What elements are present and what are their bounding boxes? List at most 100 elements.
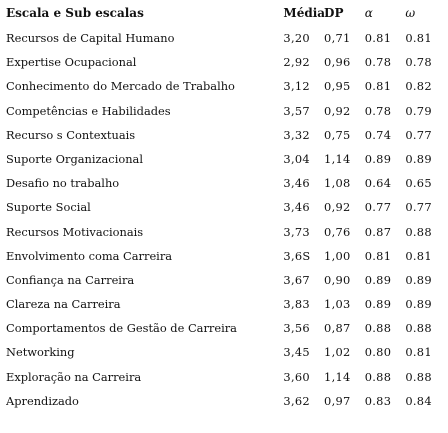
mean-cell: 3,57 xyxy=(283,103,310,118)
omega-cell: 0.89 xyxy=(405,272,432,287)
mean-cell: 3,62 xyxy=(283,393,310,408)
dp-cell: 0,90 xyxy=(324,272,351,287)
omega-cell: 0.89 xyxy=(405,297,432,312)
dp-cell: 1,08 xyxy=(324,176,351,191)
scale-name-cell: Competências e Habilidades xyxy=(6,103,171,118)
table-header-row: Escala e Sub escalas Média DP α ω xyxy=(6,6,446,30)
dp-cell: 0,87 xyxy=(324,321,351,336)
scale-name-cell: Confiança na Carreira xyxy=(6,272,135,287)
alpha-cell: 0.81 xyxy=(364,79,392,94)
alpha-cell: 0.77 xyxy=(364,200,392,215)
omega-cell: 0.89 xyxy=(405,151,432,166)
table-row: Networking 3,45 1,02 0.80 0.81 xyxy=(6,344,446,368)
alpha-cell: 0.81 xyxy=(364,31,392,45)
table-row: Recursos Motivacionais 3,73 0,76 0.87 0.88 xyxy=(6,224,446,248)
dp-cell: 0,75 xyxy=(324,127,351,142)
scale-name-cell: Aprendizado xyxy=(6,393,79,408)
omega-cell: 0.84 xyxy=(405,393,432,408)
mean-cell: 3,12 xyxy=(283,79,310,94)
mean-cell: 3,83 xyxy=(283,297,310,312)
mean-cell: 2,92 xyxy=(283,55,310,70)
alpha-cell: 0.87 xyxy=(364,224,392,239)
alpha-cell: 0.88 xyxy=(364,321,392,336)
omega-cell: 0.65 xyxy=(405,176,432,191)
table-row: Confiança na Carreira 3,67 0,90 0.89 0.89 xyxy=(6,272,446,296)
table-row: Suporte Social 3,46 0,92 0.77 0.77 xyxy=(6,199,446,223)
alpha-cell: 0.80 xyxy=(364,345,392,360)
dp-cell: 1,02 xyxy=(324,345,351,360)
dp-cell: 0,71 xyxy=(324,31,351,45)
table-row: Expertise Ocupacional 2,92 0,96 0.78 0.78 xyxy=(6,54,446,78)
results-table: Escala e Sub escalas Média DP α ω Recurs… xyxy=(6,6,446,417)
dp-cell: 1,00 xyxy=(324,248,351,263)
omega-cell: 0.78 xyxy=(405,55,432,70)
scale-name-cell: Suporte Organizacional xyxy=(6,151,143,166)
scale-name-cell: Clareza na Carreira xyxy=(6,297,121,312)
header-omega: ω xyxy=(405,6,416,20)
omega-cell: 0.88 xyxy=(405,224,432,239)
table-row: Conhecimento do Mercado de Trabalho 3,12 0… xyxy=(6,78,446,102)
alpha-cell: 0.81 xyxy=(364,248,392,263)
mean-cell: 3,6S xyxy=(283,248,311,263)
scale-name-cell: Networking xyxy=(6,345,75,360)
omega-cell: 0.81 xyxy=(405,248,432,263)
alpha-cell: 0.89 xyxy=(364,297,392,312)
table-row: Recurso s Contextuais 3,32 0,75 0.74 0.77 xyxy=(6,127,446,151)
table-row: Exploração na Carreira 3,60 1,14 0.88 0.88 xyxy=(6,369,446,393)
dp-cell: 0,97 xyxy=(324,393,351,408)
scale-name-cell: Envolvimento coma Carreira xyxy=(6,248,173,263)
alpha-cell: 0.78 xyxy=(364,55,392,70)
omega-cell: 0.79 xyxy=(405,103,432,118)
scale-name-cell: Expertise Ocupacional xyxy=(6,55,137,70)
mean-cell: 3,67 xyxy=(283,272,310,287)
mean-cell: 3,04 xyxy=(283,151,310,166)
dp-cell: 0,92 xyxy=(324,200,351,215)
omega-cell: 0.88 xyxy=(405,321,432,336)
omega-cell: 0.81 xyxy=(405,345,432,360)
omega-cell: 0.82 xyxy=(405,79,432,94)
dp-cell: 1,14 xyxy=(324,369,351,384)
omega-cell: 0.81 xyxy=(405,31,432,45)
table-row: Desafio no trabalho 3,46 1,08 0.64 0.65 xyxy=(6,175,446,199)
scale-name-cell: Recurso s Contextuais xyxy=(6,127,136,142)
scale-name-cell: Exploração na Carreira xyxy=(6,369,142,384)
table-row: Competências e Habilidades 3,57 0,92 0.78 0.… xyxy=(6,103,446,127)
mean-cell: 3,20 xyxy=(283,31,310,45)
header-alpha: α xyxy=(364,6,373,20)
alpha-cell: 0.78 xyxy=(364,103,392,118)
table-row: Suporte Organizacional 3,04 1,14 0.89 0.89 xyxy=(6,151,446,175)
mean-cell: 3,60 xyxy=(283,369,310,384)
omega-cell: 0.77 xyxy=(405,127,432,142)
dp-cell: 0,96 xyxy=(324,55,351,70)
table-row: Aprendizado 3,62 0,97 0.83 0.84 xyxy=(6,393,446,417)
alpha-cell: 0.83 xyxy=(364,393,392,408)
dp-cell: 0,95 xyxy=(324,79,351,94)
mean-cell: 3,73 xyxy=(283,224,310,239)
scale-name-cell: Recursos de Capital Humano xyxy=(6,31,175,45)
dp-cell: 0,76 xyxy=(324,224,351,239)
dp-cell: 1,14 xyxy=(324,151,351,166)
mean-cell: 3,32 xyxy=(283,127,310,142)
alpha-cell: 0.89 xyxy=(364,272,392,287)
header-scale: Escala e Sub escalas xyxy=(6,6,144,20)
table-row: Recursos de Capital Humano 3,20 0,71 0.81 0.… xyxy=(6,30,446,54)
mean-cell: 3,46 xyxy=(283,200,310,215)
header-mean: Média xyxy=(283,6,325,20)
table-row: Envolvimento coma Carreira 3,6S 1,00 0.81 0.… xyxy=(6,248,446,272)
table-row: Comportamentos de Gestão de Carreira 3,56… xyxy=(6,320,446,344)
scale-name-cell: Suporte Social xyxy=(6,200,91,215)
scale-name-cell: Conhecimento do Mercado de Trabalho xyxy=(6,79,235,94)
scale-name-cell: Recursos Motivacionais xyxy=(6,224,144,239)
mean-cell: 3,56 xyxy=(283,321,310,336)
alpha-cell: 0.74 xyxy=(364,127,392,142)
mean-cell: 3,46 xyxy=(283,176,310,191)
table-row: Clareza na Carreira 3,83 1,03 0.89 0.89 xyxy=(6,296,446,320)
alpha-cell: 0.88 xyxy=(364,369,392,384)
omega-cell: 0.77 xyxy=(405,200,432,215)
scale-name-cell: Comportamentos de Gestão de Carreira xyxy=(6,321,237,336)
mean-cell: 3,45 xyxy=(283,345,310,360)
dp-cell: 0,92 xyxy=(324,103,351,118)
dp-cell: 1,03 xyxy=(324,297,351,312)
header-dp: DP xyxy=(324,6,344,20)
scale-name-cell: Desafio no trabalho xyxy=(6,176,120,191)
